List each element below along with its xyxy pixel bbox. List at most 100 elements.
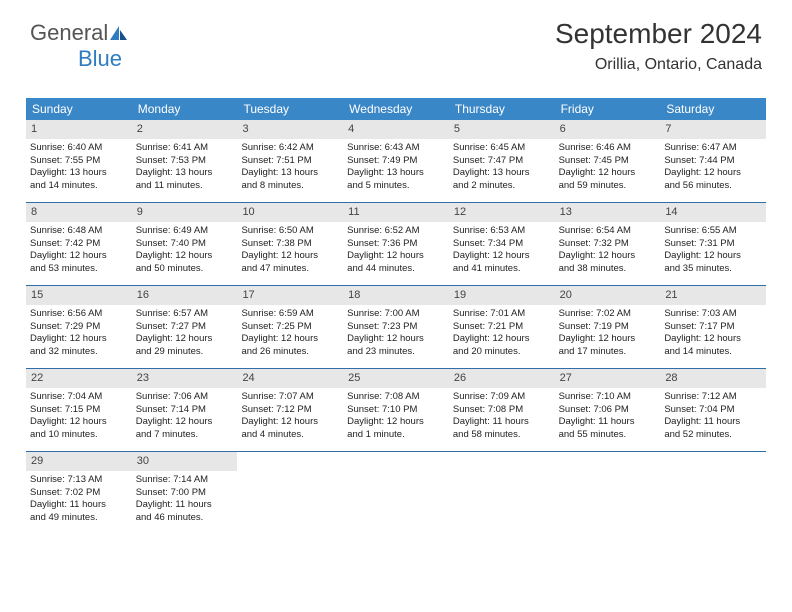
calendar-cell: 6Sunrise: 6:46 AMSunset: 7:45 PMDaylight… <box>555 120 661 202</box>
sunrise-text: Sunrise: 6:55 AM <box>664 225 762 238</box>
sunrise-text: Sunrise: 6:46 AM <box>559 142 657 155</box>
sunset-text: Sunset: 7:27 PM <box>136 321 234 334</box>
day2-text: and 8 minutes. <box>241 180 339 193</box>
day2-text: and 59 minutes. <box>559 180 657 193</box>
sunset-text: Sunset: 7:36 PM <box>347 238 445 251</box>
day1-text: Daylight: 12 hours <box>453 250 551 263</box>
sunset-text: Sunset: 7:49 PM <box>347 155 445 168</box>
sunset-text: Sunset: 7:45 PM <box>559 155 657 168</box>
day2-text: and 1 minute. <box>347 429 445 442</box>
calendar-cell: 23Sunrise: 7:06 AMSunset: 7:14 PMDayligh… <box>132 369 238 451</box>
sunset-text: Sunset: 7:32 PM <box>559 238 657 251</box>
day1-text: Daylight: 12 hours <box>136 416 234 429</box>
day-number: 11 <box>343 203 449 222</box>
sunset-text: Sunset: 7:12 PM <box>241 404 339 417</box>
sunrise-text: Sunrise: 7:08 AM <box>347 391 445 404</box>
day-number: 1 <box>26 120 132 139</box>
sunset-text: Sunset: 7:44 PM <box>664 155 762 168</box>
page-header: September 2024 Orillia, Ontario, Canada <box>555 18 762 74</box>
day-number: 18 <box>343 286 449 305</box>
calendar-cell: 10Sunrise: 6:50 AMSunset: 7:38 PMDayligh… <box>237 203 343 285</box>
day1-text: Daylight: 12 hours <box>241 250 339 263</box>
weekday-header: Monday <box>132 98 238 120</box>
sunrise-text: Sunrise: 7:04 AM <box>30 391 128 404</box>
day2-text: and 55 minutes. <box>559 429 657 442</box>
sunset-text: Sunset: 7:04 PM <box>664 404 762 417</box>
day1-text: Daylight: 12 hours <box>30 416 128 429</box>
sunset-text: Sunset: 7:38 PM <box>241 238 339 251</box>
day-number: 17 <box>237 286 343 305</box>
day2-text: and 52 minutes. <box>664 429 762 442</box>
sunset-text: Sunset: 7:14 PM <box>136 404 234 417</box>
calendar-cell: 14Sunrise: 6:55 AMSunset: 7:31 PMDayligh… <box>660 203 766 285</box>
calendar-cell: 29Sunrise: 7:13 AMSunset: 7:02 PMDayligh… <box>26 452 132 534</box>
calendar-cell-empty <box>555 452 661 534</box>
day2-text: and 2 minutes. <box>453 180 551 193</box>
sunrise-text: Sunrise: 6:59 AM <box>241 308 339 321</box>
sunrise-text: Sunrise: 7:06 AM <box>136 391 234 404</box>
day-number: 28 <box>660 369 766 388</box>
day-number: 27 <box>555 369 661 388</box>
sunrise-text: Sunrise: 6:54 AM <box>559 225 657 238</box>
weekday-header: Wednesday <box>343 98 449 120</box>
sunrise-text: Sunrise: 6:52 AM <box>347 225 445 238</box>
calendar-cell: 18Sunrise: 7:00 AMSunset: 7:23 PMDayligh… <box>343 286 449 368</box>
day2-text: and 44 minutes. <box>347 263 445 276</box>
calendar-grid: SundayMondayTuesdayWednesdayThursdayFrid… <box>26 98 766 534</box>
calendar-cell: 15Sunrise: 6:56 AMSunset: 7:29 PMDayligh… <box>26 286 132 368</box>
day2-text: and 10 minutes. <box>30 429 128 442</box>
weekday-header: Friday <box>555 98 661 120</box>
calendar-week-row: 8Sunrise: 6:48 AMSunset: 7:42 PMDaylight… <box>26 202 766 285</box>
day2-text: and 35 minutes. <box>664 263 762 276</box>
calendar-cell: 19Sunrise: 7:01 AMSunset: 7:21 PMDayligh… <box>449 286 555 368</box>
day-number: 25 <box>343 369 449 388</box>
sunrise-text: Sunrise: 6:47 AM <box>664 142 762 155</box>
day-number: 26 <box>449 369 555 388</box>
calendar-cell-empty <box>449 452 555 534</box>
day1-text: Daylight: 11 hours <box>453 416 551 429</box>
day-number: 21 <box>660 286 766 305</box>
day1-text: Daylight: 11 hours <box>559 416 657 429</box>
calendar-cell: 22Sunrise: 7:04 AMSunset: 7:15 PMDayligh… <box>26 369 132 451</box>
sunrise-text: Sunrise: 6:42 AM <box>241 142 339 155</box>
day-number: 2 <box>132 120 238 139</box>
calendar-cell: 5Sunrise: 6:45 AMSunset: 7:47 PMDaylight… <box>449 120 555 202</box>
sunrise-text: Sunrise: 7:07 AM <box>241 391 339 404</box>
day-number: 5 <box>449 120 555 139</box>
calendar-cell-empty <box>343 452 449 534</box>
day1-text: Daylight: 12 hours <box>559 333 657 346</box>
day2-text: and 53 minutes. <box>30 263 128 276</box>
day-number: 19 <box>449 286 555 305</box>
calendar-cell: 9Sunrise: 6:49 AMSunset: 7:40 PMDaylight… <box>132 203 238 285</box>
logo-text-blue: Blue <box>78 46 122 71</box>
day-number: 8 <box>26 203 132 222</box>
day-number: 16 <box>132 286 238 305</box>
location-label: Orillia, Ontario, Canada <box>555 56 762 74</box>
day2-text: and 58 minutes. <box>453 429 551 442</box>
weekday-header-row: SundayMondayTuesdayWednesdayThursdayFrid… <box>26 98 766 120</box>
sunrise-text: Sunrise: 6:45 AM <box>453 142 551 155</box>
day2-text: and 50 minutes. <box>136 263 234 276</box>
sunrise-text: Sunrise: 7:13 AM <box>30 474 128 487</box>
calendar-cell-empty <box>237 452 343 534</box>
calendar-week-row: 15Sunrise: 6:56 AMSunset: 7:29 PMDayligh… <box>26 285 766 368</box>
day-number: 29 <box>26 452 132 471</box>
sunrise-text: Sunrise: 6:48 AM <box>30 225 128 238</box>
calendar-cell: 12Sunrise: 6:53 AMSunset: 7:34 PMDayligh… <box>449 203 555 285</box>
calendar-cell: 25Sunrise: 7:08 AMSunset: 7:10 PMDayligh… <box>343 369 449 451</box>
day-number: 12 <box>449 203 555 222</box>
day1-text: Daylight: 13 hours <box>30 167 128 180</box>
day1-text: Daylight: 13 hours <box>241 167 339 180</box>
sunset-text: Sunset: 7:31 PM <box>664 238 762 251</box>
day1-text: Daylight: 12 hours <box>347 416 445 429</box>
sunset-text: Sunset: 7:15 PM <box>30 404 128 417</box>
sunrise-text: Sunrise: 7:00 AM <box>347 308 445 321</box>
sunset-text: Sunset: 7:21 PM <box>453 321 551 334</box>
calendar-cell: 21Sunrise: 7:03 AMSunset: 7:17 PMDayligh… <box>660 286 766 368</box>
day1-text: Daylight: 11 hours <box>136 499 234 512</box>
sunset-text: Sunset: 7:25 PM <box>241 321 339 334</box>
day-number: 14 <box>660 203 766 222</box>
day-number: 13 <box>555 203 661 222</box>
sunrise-text: Sunrise: 7:02 AM <box>559 308 657 321</box>
calendar-cell-empty <box>660 452 766 534</box>
